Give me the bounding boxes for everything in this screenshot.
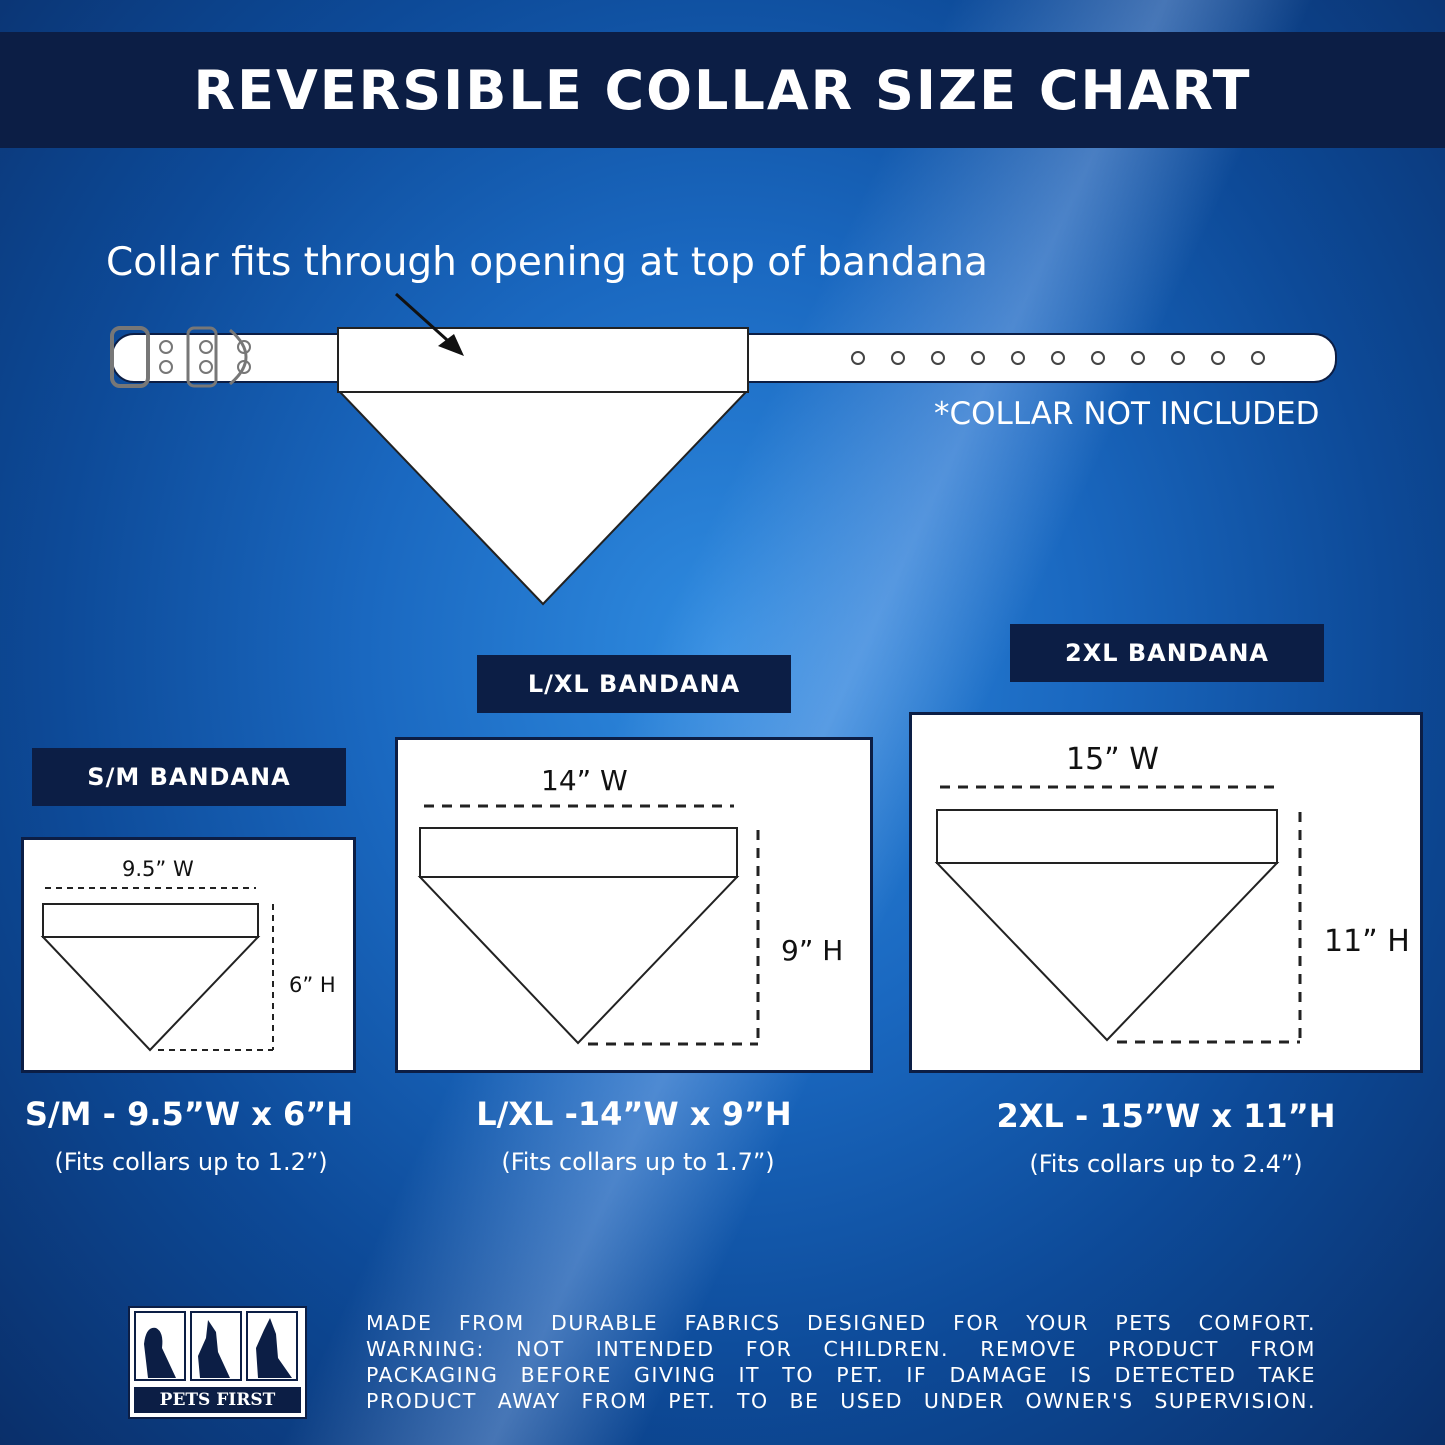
collar-hole — [1011, 351, 1025, 365]
lxl-width: 14” W — [541, 764, 628, 797]
collar-keeper — [186, 326, 218, 388]
collar-hole — [931, 351, 945, 365]
lxl-fit: (Fits collars up to 1.7”) — [501, 1148, 775, 1176]
lxl-summary: L/XL -14”W x 9”H — [476, 1095, 792, 1133]
lxl-bandana-shape — [417, 804, 760, 1046]
page-title: REVERSIBLE COLLAR SIZE CHART — [193, 58, 1252, 122]
sm-fit: (Fits collars up to 1.2”) — [54, 1148, 328, 1176]
collar-hole — [1051, 351, 1065, 365]
footer-line: MADE FROM DURABLE FABRICS DESIGNED FOR Y… — [366, 1311, 1316, 1335]
collar-hole — [971, 351, 985, 365]
lxl-height: 9” H — [781, 934, 844, 967]
bandana-band — [337, 327, 749, 393]
arrow-icon — [394, 292, 458, 350]
collar-buckle — [110, 326, 150, 388]
2xl-bandana-shape — [934, 785, 1302, 1044]
dog-silhouettes-icon — [134, 1311, 298, 1381]
lxl-label: L/XL BANDANA — [477, 655, 791, 713]
footer-notice: MADE FROM DURABLE FABRICS DESIGNED FOR Y… — [366, 1310, 1316, 1414]
collar-hole — [1131, 351, 1145, 365]
sm-bandana-shape — [40, 887, 274, 1052]
2xl-height: 11” H — [1324, 924, 1410, 959]
footer-line: PACKAGING BEFORE GIVING IT TO PET. IF DA… — [366, 1363, 1316, 1387]
collar-hole — [851, 351, 865, 365]
footer-line: PRODUCT AWAY FROM PET. TO BE USED UNDER … — [366, 1389, 1316, 1413]
title-bar: REVERSIBLE COLLAR SIZE CHART — [0, 32, 1445, 148]
footer-line: WARNING: NOT INTENDED FOR CHILDREN. REMO… — [366, 1337, 1316, 1361]
collar-hole — [1171, 351, 1185, 365]
2xl-fit: (Fits collars up to 2.4”) — [1029, 1150, 1303, 1178]
collar-hole — [891, 351, 905, 365]
bandana-triangle — [337, 391, 749, 606]
sm-summary: S/M - 9.5”W x 6”H — [24, 1095, 354, 1133]
collar-hole — [1091, 351, 1105, 365]
callout-text: Collar fits through opening at top of ba… — [106, 240, 988, 285]
2xl-width: 15” W — [1066, 742, 1159, 777]
sm-label: S/M BANDANA — [32, 748, 346, 806]
collar-not-included-note: *COLLAR NOT INCLUDED — [934, 396, 1320, 432]
2xl-summary: 2XL - 15”W x 11”H — [996, 1097, 1336, 1135]
sm-height: 6” H — [289, 973, 336, 997]
sm-width: 9.5” W — [122, 857, 194, 881]
logo-text: PETS FIRST — [134, 1387, 301, 1413]
collar-d-ring — [229, 328, 248, 386]
pets-first-logo: PETS FIRST — [128, 1306, 307, 1419]
collar-hole — [1211, 351, 1225, 365]
2xl-label: 2XL BANDANA — [1010, 624, 1324, 682]
collar-hole — [1251, 351, 1265, 365]
